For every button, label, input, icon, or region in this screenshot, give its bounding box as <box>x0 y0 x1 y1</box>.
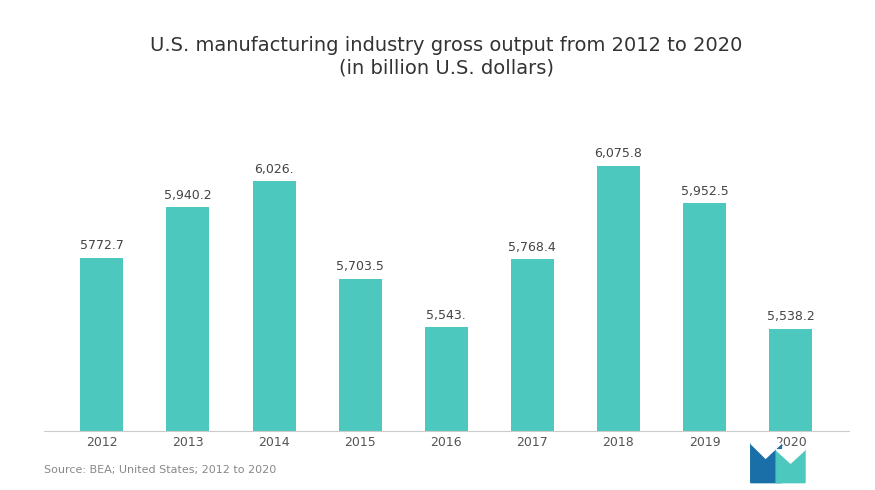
Text: 5,952.5: 5,952.5 <box>681 185 728 198</box>
Bar <box>253 181 296 431</box>
Bar <box>683 203 726 431</box>
Bar <box>339 279 382 431</box>
Text: 5,703.5: 5,703.5 <box>336 260 384 273</box>
Text: 6,026.: 6,026. <box>255 163 294 175</box>
Polygon shape <box>776 450 805 463</box>
Bar <box>166 207 209 431</box>
Text: 5,538.2: 5,538.2 <box>766 310 815 323</box>
Polygon shape <box>751 443 781 483</box>
Bar <box>769 329 812 431</box>
Text: 5772.7: 5772.7 <box>80 239 123 252</box>
Polygon shape <box>751 443 781 458</box>
Text: Source: BEA; United States; 2012 to 2020: Source: BEA; United States; 2012 to 2020 <box>44 466 276 475</box>
Bar <box>597 166 640 431</box>
Bar <box>511 259 554 431</box>
Text: 5,940.2: 5,940.2 <box>164 189 212 201</box>
Text: 5,543.: 5,543. <box>426 309 466 322</box>
Text: 5,768.4: 5,768.4 <box>508 241 556 253</box>
Bar <box>80 258 123 431</box>
Text: 6,075.8: 6,075.8 <box>594 147 642 160</box>
Polygon shape <box>776 450 805 483</box>
Bar <box>424 327 468 431</box>
Title: U.S. manufacturing industry gross output from 2012 to 2020
(in billion U.S. doll: U.S. manufacturing industry gross output… <box>150 36 742 77</box>
